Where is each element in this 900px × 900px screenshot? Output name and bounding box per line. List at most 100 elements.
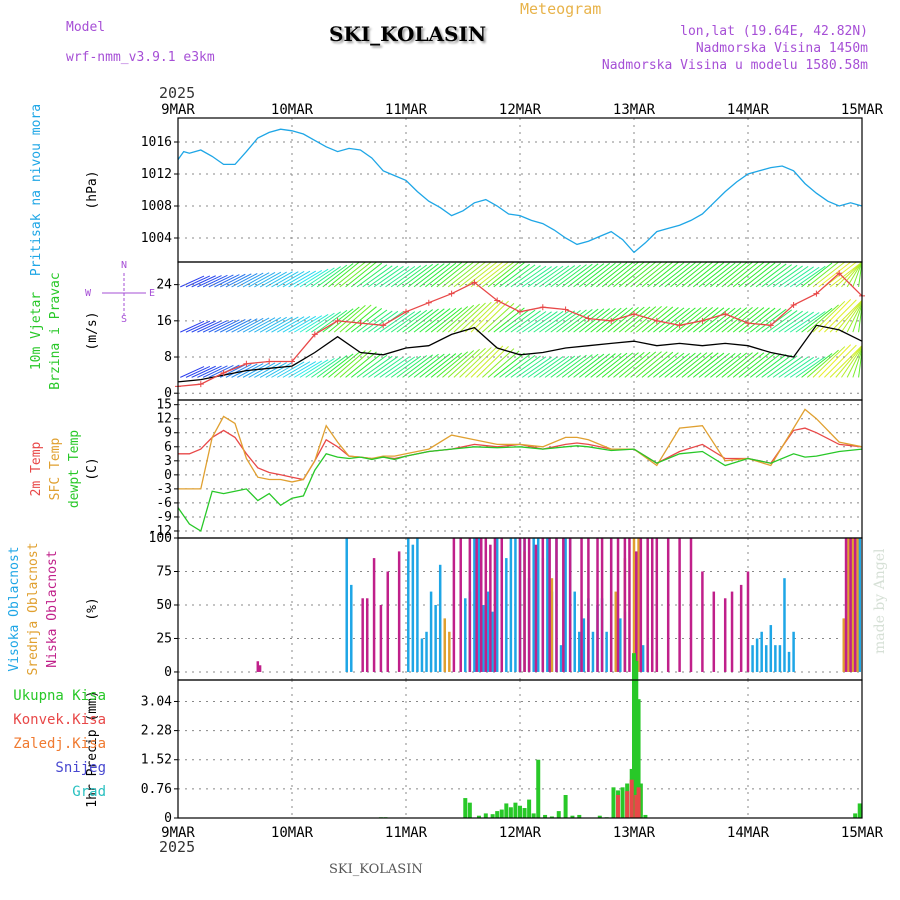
wind-barb: [197, 365, 222, 378]
bar-niska-oblacnost: [484, 538, 488, 672]
wind-barb: [801, 307, 833, 333]
wind-barb: [464, 346, 498, 378]
panel-title-temperature: 2m Temp: [29, 441, 44, 496]
gust-marker: [243, 360, 250, 367]
y-tick-label: 25: [156, 631, 172, 646]
wind-barb: [658, 262, 690, 288]
x-tick-label-bottom: 13MAR: [613, 825, 656, 841]
wind-barb: [539, 265, 570, 288]
wind-barb: [305, 357, 335, 378]
wind-barb: [180, 366, 205, 378]
bar-niska-oblacnost: [609, 538, 613, 672]
bar-niska-oblacnost: [479, 538, 483, 672]
wind-barb: [846, 348, 863, 378]
y-tick-label: -9: [156, 510, 172, 525]
bar-visoka-oblacnost: [477, 538, 481, 672]
y-axis-label-cloud: (%): [85, 597, 100, 620]
bar-niska-oblacnost: [541, 538, 545, 672]
wind-barb: [784, 266, 814, 288]
x-tick-label-bottom: 9MAR: [161, 825, 195, 841]
y-tick-label: 0: [164, 665, 172, 680]
gust-marker: [722, 311, 729, 318]
wind-barb: [459, 261, 492, 288]
wind-barb: [824, 344, 857, 378]
y-tick-label: 0.76: [141, 782, 172, 797]
wind-barb: [578, 262, 611, 288]
wind-barb: [413, 263, 445, 288]
bar-visoka-oblacnost: [605, 631, 608, 672]
bar-visoka-oblacnost: [473, 538, 476, 672]
wind-barb: [556, 354, 587, 378]
wind-barb: [749, 262, 782, 288]
wind-barb: [430, 352, 463, 378]
wind-barb: [806, 261, 839, 288]
wind-barb: [305, 267, 335, 288]
bar-ukupna-kisa: [853, 813, 858, 818]
wind-barb: [436, 261, 469, 288]
bar-ukupna-kisa: [518, 805, 522, 818]
bar-visoka-oblacnost: [491, 611, 494, 672]
wind-barb: [265, 361, 293, 378]
wind-barb: [214, 274, 240, 288]
y-axis-label-wind: (m/s): [85, 311, 100, 350]
wind-barb: [772, 310, 803, 333]
wind-barb: [350, 307, 383, 333]
wind-barb: [516, 311, 547, 333]
wind-barb: [487, 261, 520, 288]
wind-barb: [692, 307, 725, 333]
bar-niska-oblacnost: [616, 538, 620, 672]
wind-barb: [533, 356, 564, 378]
wind-barb: [419, 353, 451, 378]
bar-konvek-kisa: [616, 795, 621, 818]
wind-barb: [339, 304, 372, 333]
wind-barb: [761, 309, 792, 333]
bar-visoka-oblacnost: [787, 651, 791, 672]
wind-barb: [299, 313, 329, 333]
gust-marker: [266, 358, 273, 365]
wind-barb: [533, 310, 564, 333]
wind-barb: [276, 316, 305, 333]
bar-srednja-oblacnost: [842, 618, 846, 672]
wind-barb: [242, 317, 270, 333]
wind-barb: [767, 355, 798, 378]
wind-barb: [368, 310, 399, 333]
wind-barb: [561, 263, 593, 288]
wind-barb: [613, 261, 645, 288]
wind-barb: [396, 309, 428, 333]
bar-niska-oblacnost: [361, 598, 364, 672]
wind-barb: [658, 307, 690, 333]
wind-barb: [687, 261, 719, 288]
bar-niska-oblacnost: [489, 544, 492, 672]
y-tick-label: 3: [164, 454, 172, 469]
wind-barb: [624, 261, 657, 288]
wind-barb: [567, 263, 599, 288]
wind-barb: [430, 262, 463, 288]
wind-barb: [311, 266, 341, 288]
wind-barb: [288, 361, 317, 378]
wind-barb: [373, 265, 404, 288]
bar-ukupna-kisa: [508, 807, 513, 818]
wind-barb: [333, 304, 366, 333]
bar-visoka-oblacnost: [573, 591, 576, 672]
wind-barb: [191, 275, 216, 288]
bar-niska-oblacnost: [580, 538, 583, 672]
wind-barb: [402, 263, 433, 288]
wind-barb: [653, 262, 685, 288]
wind-barb: [487, 350, 520, 378]
precip-legend-item: Grad: [72, 784, 106, 800]
bar-ukupna-kisa: [634, 660, 639, 818]
wind-barb: [710, 262, 742, 288]
gust-marker: [813, 290, 820, 297]
bar-niska-oblacnost: [623, 538, 627, 672]
gust-marker: [676, 322, 683, 329]
wind-barb: [738, 262, 770, 288]
wind-barb: [288, 270, 317, 288]
wind-barb: [852, 304, 863, 333]
wind-barb: [385, 311, 416, 333]
gust-marker: [197, 381, 204, 388]
wind-barb: [453, 261, 486, 288]
wind-barb: [778, 311, 809, 333]
wind-barb: [379, 356, 410, 378]
bar-niska-oblacnost: [562, 538, 565, 672]
wind-barb: [670, 307, 702, 333]
